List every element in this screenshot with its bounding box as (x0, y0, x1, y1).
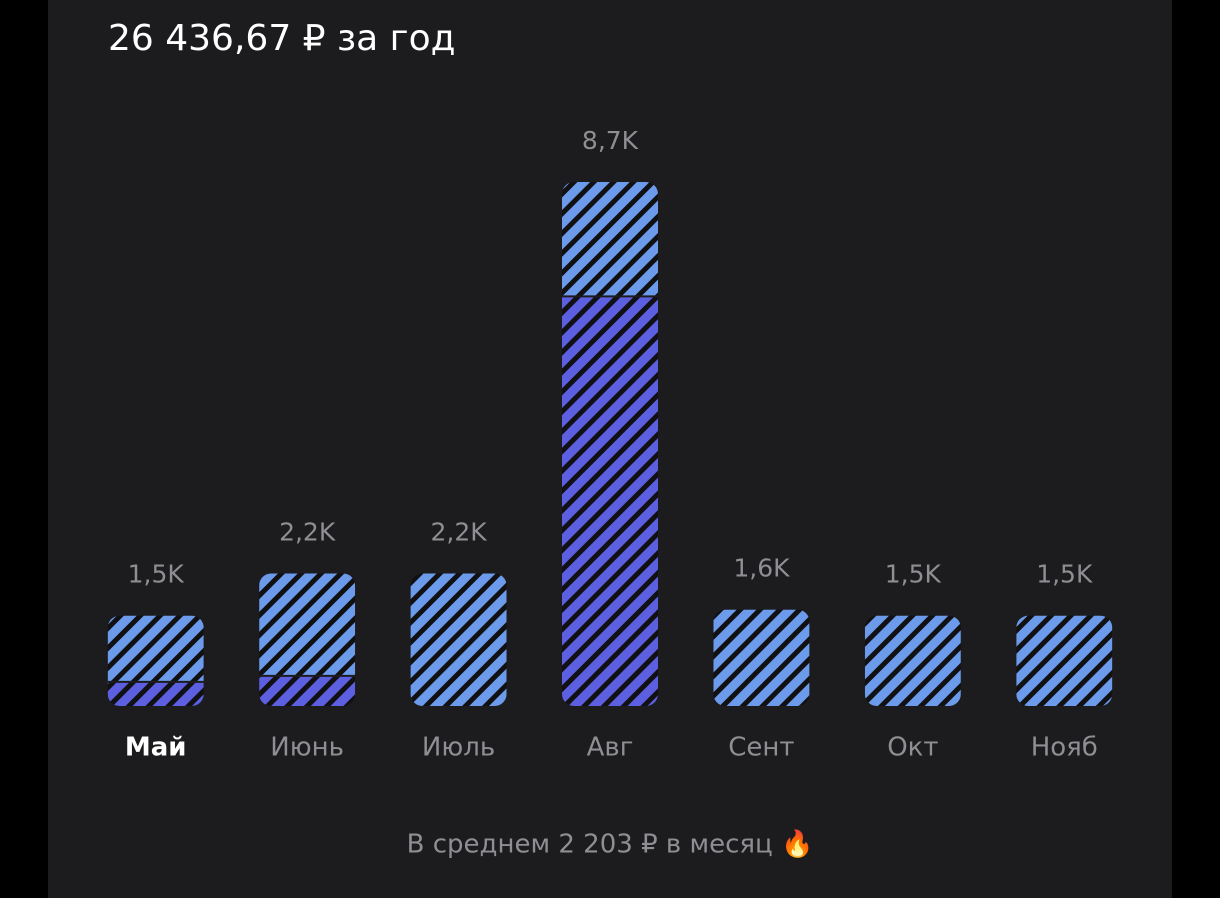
x-tick-label: Май (125, 733, 187, 763)
bar-segment (259, 573, 356, 676)
bar-group (1016, 615, 1113, 706)
x-tick-label: Окт (887, 733, 938, 763)
x-tick-label: Июнь (270, 733, 344, 763)
value-label: 2,2K (430, 517, 487, 546)
x-tick-label: Авг (587, 733, 634, 763)
bar-segment (259, 675, 356, 706)
bar-segment (107, 681, 204, 706)
value-label: 8,7K (582, 126, 639, 155)
bar-segment (713, 609, 810, 706)
bar-segment (1016, 615, 1113, 706)
bar-group (864, 615, 961, 706)
value-label: 1,5K (128, 560, 185, 589)
bar-segment (864, 615, 961, 706)
value-label: 1,6K (733, 554, 790, 583)
bar-group (410, 573, 507, 706)
bar-group (259, 573, 356, 706)
value-label: 1,5K (1036, 560, 1093, 589)
bar-group (713, 609, 810, 706)
value-label: 2,2K (279, 517, 336, 546)
footer: В среднем 2 203 ₽ в месяц 🔥 (407, 829, 814, 860)
bar-segment (107, 615, 204, 682)
x-tick-label: Сент (728, 733, 794, 763)
x-tick-label: Нояб (1031, 733, 1098, 763)
bar-segment (410, 573, 507, 706)
bar-group (562, 182, 658, 706)
x-tick-label: Июль (422, 733, 495, 763)
bar-segment (562, 182, 658, 297)
value-label: 1,5K (885, 560, 942, 589)
bar-segment (562, 296, 658, 706)
bar-group (107, 615, 204, 706)
chart-title: 26 436,67 ₽ за год (108, 18, 455, 59)
